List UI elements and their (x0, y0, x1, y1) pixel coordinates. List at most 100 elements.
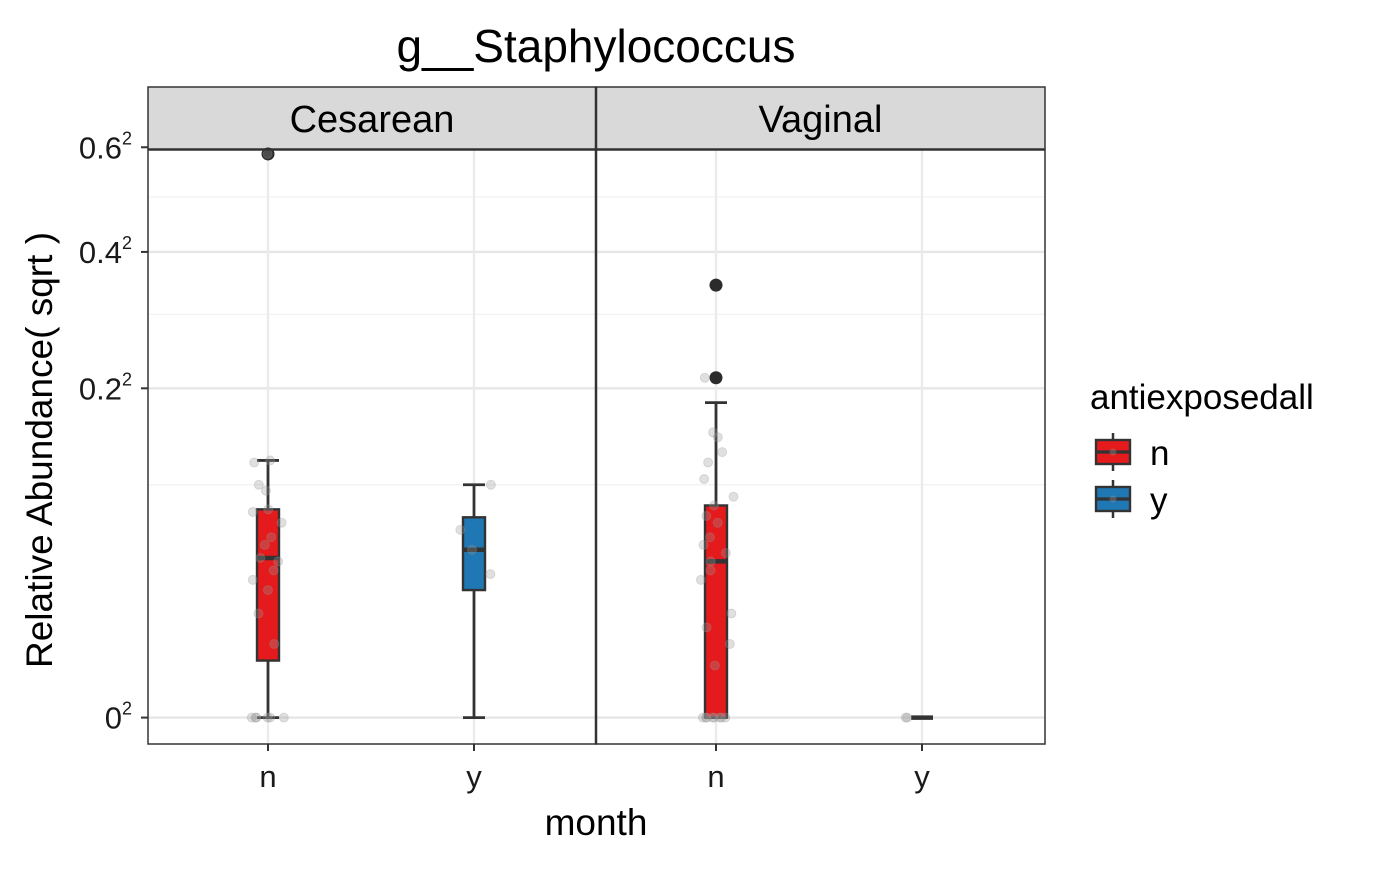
jitter-point (262, 585, 273, 596)
jitter-point (716, 712, 727, 723)
jitter-point (697, 712, 708, 723)
y-tick-label: 0.22 (79, 369, 132, 406)
jitter-point (265, 455, 276, 466)
jitter-cesarean-n (246, 148, 289, 723)
panel-background (148, 150, 596, 744)
jitter-point (265, 712, 276, 723)
x-tick-label: n (259, 759, 276, 794)
jitter-point (269, 638, 280, 649)
jitter-point (263, 504, 274, 515)
x-tick-label: y (466, 759, 482, 794)
jitter-point (703, 457, 714, 468)
jitter-point (247, 506, 258, 517)
jitter-point (717, 447, 728, 458)
y-tick-base: 0.4 (79, 235, 122, 270)
y-tick-label: 02 (105, 699, 132, 736)
jitter-point (709, 500, 720, 511)
jitter-cesarean-y (455, 479, 496, 580)
jitter-point (900, 712, 911, 723)
jitter-point (255, 552, 266, 563)
y-tick-base: 0.2 (79, 371, 122, 406)
legend-label: y (1150, 481, 1168, 520)
box-vaginal-n (703, 278, 729, 719)
jitter-vaginal-y (900, 712, 913, 723)
jitter-point (251, 712, 262, 723)
jitter-point (276, 517, 287, 528)
jitter-point (246, 712, 257, 723)
jitter-point (724, 638, 735, 649)
y-tick-exponent: 2 (122, 369, 132, 389)
y-tick-label: 0.42 (79, 233, 132, 270)
jitter-point (485, 479, 496, 490)
legend: antiexposedall ny (1090, 378, 1314, 522)
jitter-point (699, 372, 710, 383)
jitter-vaginal-n (695, 372, 739, 723)
legend-key-point (1109, 495, 1117, 503)
legend-key-n: n (1092, 429, 1169, 475)
facet-panel-cesarean: Cesarean n y (147, 86, 597, 794)
x-tick-label: y (914, 759, 930, 794)
box-body (461, 516, 487, 592)
y-tick-exponent: 2 (122, 699, 132, 719)
facet-label: Vaginal (759, 99, 883, 141)
jitter-point (720, 712, 731, 723)
jitter-point (720, 547, 731, 558)
jitter-point (701, 712, 712, 723)
jitter-point (701, 712, 712, 723)
box-cesarean-y (461, 483, 487, 719)
outlier-point (709, 278, 723, 292)
facet-strip (595, 86, 1046, 150)
jitter-point (262, 712, 273, 723)
jitter-point (455, 524, 466, 535)
jitter-point (485, 569, 496, 580)
x-axis-title: month (545, 802, 648, 843)
panel-background (596, 150, 1045, 744)
box-body (703, 504, 729, 719)
jitter-point (728, 491, 739, 502)
jitter-point (704, 532, 715, 543)
legend-key-point (1109, 448, 1117, 456)
jitter-point (247, 574, 258, 585)
jitter-point (902, 712, 913, 723)
box-body (255, 508, 281, 662)
jitter-point (278, 712, 289, 723)
jitter-point (708, 427, 719, 438)
jitter-point (268, 565, 279, 576)
y-tick-base: 0.6 (79, 130, 122, 165)
jitter-point (466, 544, 477, 555)
jitter-point (712, 432, 723, 443)
facet-panel-vaginal: Vaginal n y (595, 86, 1046, 794)
jitter-point (709, 660, 720, 671)
jitter-point (701, 622, 712, 633)
jitter-point (266, 532, 277, 543)
y-tick-label: 0.62 (79, 128, 132, 165)
jitter-point (253, 479, 264, 490)
jitter-point (709, 712, 720, 723)
y-tick-exponent: 2 (122, 233, 132, 253)
x-tick-label: n (707, 759, 724, 794)
outlier-point (709, 371, 723, 385)
y-axis: 020.220.420.62 (79, 128, 148, 736)
legend-label: n (1150, 434, 1169, 473)
jitter-point (712, 517, 723, 528)
jitter-point (714, 712, 725, 723)
jitter-point (273, 556, 284, 567)
jitter-point (695, 574, 706, 585)
jitter-point (260, 485, 271, 496)
jitter-point (250, 712, 261, 723)
jitter-point (701, 510, 712, 521)
y-tick-base: 0 (105, 701, 122, 736)
legend-key-y: y (1092, 476, 1168, 522)
jitter-point (262, 148, 273, 159)
jitter-point (705, 556, 716, 567)
jitter-point (698, 539, 709, 550)
chart-title: g__Staphylococcus (397, 20, 796, 72)
jitter-point (707, 712, 718, 723)
jitter-point (259, 539, 270, 550)
y-axis-title: Relative Abundance( sqrt ) (19, 232, 60, 668)
legend-title: antiexposedall (1090, 378, 1314, 417)
jitter-point (699, 474, 710, 485)
jitter-point (253, 608, 264, 619)
